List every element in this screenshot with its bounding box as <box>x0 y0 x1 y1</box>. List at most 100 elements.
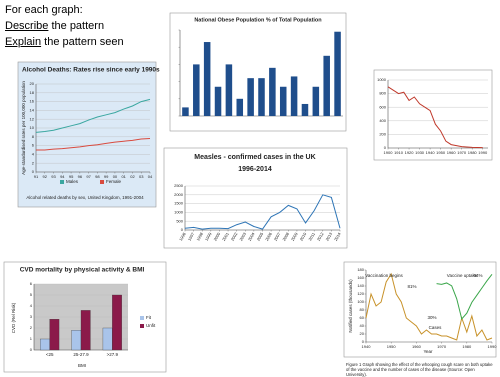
x-tick-label: 2002 <box>230 231 239 242</box>
legend-swatch <box>140 316 144 320</box>
y-tick-label: 400 <box>379 118 386 123</box>
x-tick-label: 1996 <box>178 231 187 242</box>
annotation: Vaccination begins <box>365 273 403 278</box>
x-tick-label: 1999 <box>204 231 213 242</box>
axis <box>33 284 128 351</box>
x-tick-label: 1997 <box>187 231 196 242</box>
y-tick-label: 200 <box>379 131 386 136</box>
bar <box>323 55 330 116</box>
x-tick-label: 04 <box>148 174 153 179</box>
x-tick-label: >27.9 <box>107 352 119 357</box>
bar <box>236 98 244 116</box>
y-tick-label: 800 <box>379 91 386 96</box>
chart-title: Alcohol Deaths: Rates rise since early 1… <box>22 67 160 74</box>
bar <box>80 310 91 351</box>
y-tick-label: 4 <box>30 303 33 308</box>
y-tick-label: 1500 <box>174 201 184 206</box>
x-tick-label: 1998 <box>195 231 204 242</box>
x-tick-label: 96 <box>78 174 83 179</box>
bar <box>258 78 265 116</box>
x-tick-label: 25-27.9 <box>73 352 89 357</box>
x-tick-label: 1920 <box>405 150 415 155</box>
y-tick-label: 3 <box>30 314 33 319</box>
bar <box>301 103 309 116</box>
heading: For each graph: <box>5 4 83 16</box>
x-tick-label: 99 <box>104 174 109 179</box>
legend-swatch <box>60 180 64 184</box>
x-tick-label: 1980 <box>462 344 472 349</box>
bar <box>269 67 276 116</box>
y-tick-label: 5 <box>30 292 33 297</box>
instruction-text: the pattern seen <box>44 36 124 48</box>
y-tick-label: 2 <box>30 325 33 330</box>
bar <box>225 64 233 116</box>
x-tick-label: 1910 <box>394 150 404 155</box>
y-tick-label: 20 <box>30 81 35 86</box>
x-tick-label: 1990 <box>488 344 498 349</box>
x-tick-label: 2014 <box>333 231 342 242</box>
y-tick-label: 0 <box>32 169 35 174</box>
x-tick-label: 2006 <box>264 231 273 242</box>
chart-subtitle: 1996-2014 <box>238 166 272 173</box>
x-tick-label: 1900 <box>384 150 394 155</box>
y-tick-label: 6 <box>32 143 35 148</box>
y-tick-label: 500 <box>176 218 183 223</box>
y-tick-label: 0 <box>30 347 33 352</box>
y-tick-label: 0 <box>181 227 184 232</box>
x-tick-label: 00 <box>113 174 118 179</box>
y-tick-label: 8 <box>32 134 35 139</box>
annotation: 30% <box>427 315 436 320</box>
bar <box>334 31 341 116</box>
x-tick-label: 1980 <box>468 150 478 155</box>
x-tick-label: 93 <box>51 174 56 179</box>
chart-title: Measles - confirmed cases in the UK <box>194 154 315 161</box>
y-tick-label: 2 <box>32 160 35 165</box>
x-tick-label: 92 <box>43 174 48 179</box>
y-tick-label: 20 <box>360 331 365 336</box>
x-tick-label: 2008 <box>281 231 290 242</box>
y-axis-label: CVD (Rel Risk) <box>11 302 16 333</box>
y-tick-label: 180 <box>357 267 364 272</box>
series-line <box>35 98 151 133</box>
chart-title: National Obese Population % of Total Pop… <box>194 17 322 23</box>
y-tick-label: 1000 <box>174 209 184 214</box>
chart-frame <box>343 261 497 358</box>
annotation: Cases <box>429 325 443 330</box>
y-tick-label: 4 <box>32 151 35 156</box>
x-tick-label: 2010 <box>299 231 308 242</box>
y-tick-label: 0 <box>384 145 387 150</box>
y-tick-label: 12 <box>30 116 35 121</box>
y-tick-label: 10 <box>30 125 35 130</box>
x-tick-label: 02 <box>130 174 135 179</box>
chart-frame <box>17 61 157 208</box>
x-tick-label: 1990 <box>478 150 488 155</box>
x-tick-label: 2001 <box>221 231 230 242</box>
y-tick-label: 40 <box>360 323 365 328</box>
x-tick-label: <25 <box>46 352 54 357</box>
axis <box>184 186 340 231</box>
x-tick-label: 98 <box>95 174 100 179</box>
legend-swatch <box>140 324 144 328</box>
y-tick-label: 2500 <box>174 183 184 188</box>
instruction: Explain the pattern seen <box>5 36 124 48</box>
bar <box>214 86 222 116</box>
instruction: Describe the pattern <box>5 20 104 32</box>
x-tick-label: 2011 <box>307 231 316 242</box>
bar <box>49 319 60 351</box>
bar <box>290 76 298 116</box>
x-tick-label: 2007 <box>273 231 282 242</box>
x-tick-label: 97 <box>86 174 91 179</box>
keyword: Explain <box>5 36 42 48</box>
bar <box>182 107 189 116</box>
x-tick-label: 01 <box>121 174 126 179</box>
x-tick-label: 1970 <box>437 344 447 349</box>
chart-frame <box>373 69 493 161</box>
x-tick-label: 2009 <box>290 231 299 242</box>
y-tick-label: 2000 <box>174 192 184 197</box>
legend-label: Fit <box>146 315 152 320</box>
series-line <box>184 194 341 230</box>
series-line <box>436 274 493 321</box>
bar <box>40 338 50 351</box>
x-tick-label: 95 <box>69 174 74 179</box>
